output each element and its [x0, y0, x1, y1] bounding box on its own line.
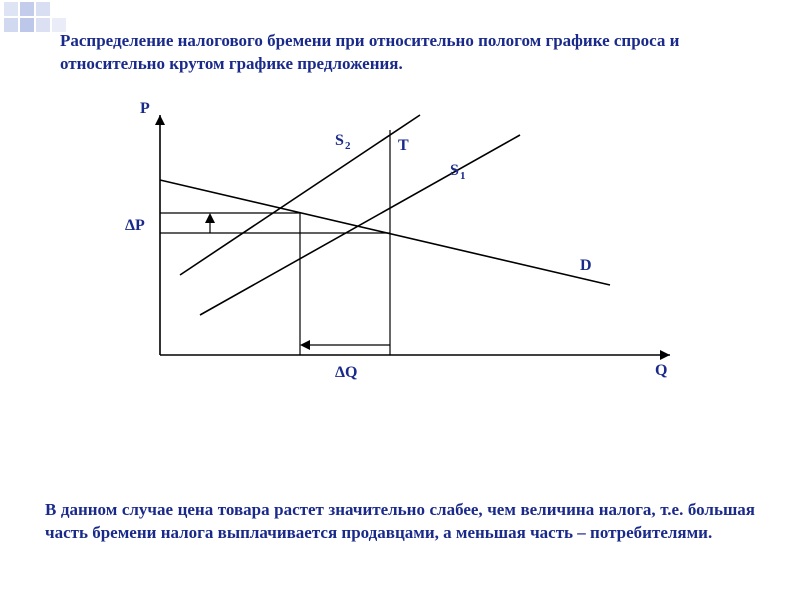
slide-footer: В данном случае цена товара растет значи… [45, 499, 755, 545]
svg-text:S: S [450, 162, 459, 179]
tax-burden-chart: PQS2S1TDΔPΔQ [90, 95, 690, 395]
svg-text:1: 1 [460, 170, 466, 182]
svg-text:S: S [335, 132, 344, 149]
svg-text:ΔQ: ΔQ [335, 364, 357, 381]
svg-text:D: D [580, 257, 592, 274]
svg-text:P: P [140, 100, 150, 117]
chart-svg: PQS2S1TDΔPΔQ [90, 95, 690, 395]
svg-text:Q: Q [655, 362, 667, 379]
svg-text:2: 2 [345, 140, 351, 152]
slide-title: Распределение налогового бремени при отн… [60, 30, 740, 76]
svg-text:ΔP: ΔP [125, 217, 145, 234]
svg-text:T: T [398, 137, 409, 154]
